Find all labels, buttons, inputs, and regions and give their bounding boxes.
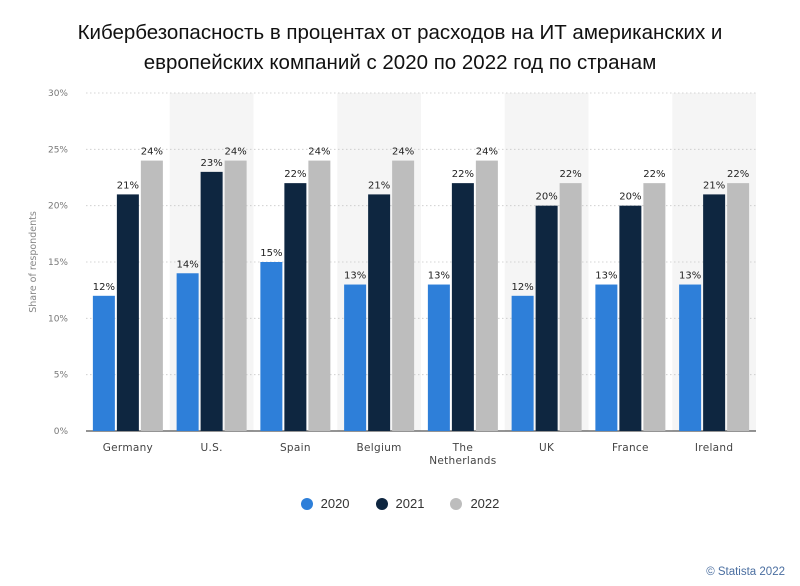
legend-label-2021: 2021 — [395, 496, 425, 511]
data-label-2022: 24% — [308, 147, 330, 158]
data-label-2022: 24% — [476, 147, 498, 158]
data-label-2020: 14% — [177, 259, 199, 270]
data-label-2021: 23% — [201, 158, 223, 169]
category-label: France — [612, 442, 649, 454]
y-tick-label: 30% — [48, 89, 68, 99]
bar-2022 — [224, 160, 247, 431]
data-label-2021: 20% — [536, 192, 558, 203]
bar-2020 — [176, 273, 199, 431]
bar-2020 — [260, 262, 283, 431]
category-label: Belgium — [357, 442, 402, 454]
bar-2021 — [200, 171, 223, 431]
data-label-2022: 24% — [141, 147, 163, 158]
y-axis-ticks: 0% 5% 10% 15% 20% 25% 30% — [48, 89, 68, 437]
y-tick-label: 25% — [48, 145, 68, 155]
y-tick-label: 5% — [54, 371, 69, 381]
bars — [92, 160, 750, 431]
legend-label-2020: 2020 — [320, 496, 350, 511]
data-label-2021: 21% — [117, 180, 139, 191]
data-label-2020: 13% — [344, 271, 366, 282]
bar-2020 — [92, 295, 115, 431]
category-label: Germany — [103, 442, 153, 454]
bar-2022 — [308, 160, 331, 431]
bar-2022 — [643, 183, 666, 431]
y-tick-label: 10% — [48, 314, 68, 324]
data-label-2020: 13% — [428, 271, 450, 282]
legend-swatch-2021 — [375, 497, 388, 510]
data-label-2020: 13% — [679, 271, 701, 282]
bar-2022 — [475, 160, 498, 431]
category-label: U.S. — [201, 442, 223, 454]
data-label-2022: 22% — [643, 169, 665, 180]
category-label: Ireland — [695, 442, 733, 454]
data-label-2020: 12% — [93, 282, 115, 293]
y-axis-title: Share of respondents — [28, 211, 39, 313]
bar-2021 — [535, 205, 558, 431]
bar-2020 — [595, 284, 618, 431]
bar-2021 — [368, 194, 391, 431]
data-label-2020: 13% — [595, 271, 617, 282]
legend-item-2022[interactable]: 2022 — [450, 496, 499, 511]
legend-item-2020[interactable]: 2020 — [300, 496, 350, 511]
y-tick-label: 0% — [54, 427, 69, 437]
source-credit[interactable]: © Statista 2022 — [706, 566, 785, 578]
bar-2022 — [392, 160, 415, 431]
bar-2022 — [140, 160, 163, 431]
bar-2021 — [619, 205, 642, 431]
bar-2022 — [727, 183, 750, 431]
data-label-2022: 22% — [727, 169, 749, 180]
bar-2020 — [511, 295, 534, 431]
y-tick-label: 20% — [48, 202, 68, 212]
bar-2021 — [451, 183, 474, 431]
category-label: The — [452, 442, 473, 454]
category-label: Netherlands — [429, 455, 496, 467]
data-label-2020: 12% — [512, 282, 534, 293]
bar-2021 — [116, 194, 139, 431]
legend-swatch-2020 — [300, 497, 313, 510]
bar-2020 — [427, 284, 450, 431]
legend-swatch-2022 — [450, 497, 463, 510]
bar-2022 — [559, 183, 582, 431]
legend-label-2022: 2022 — [470, 496, 500, 511]
data-label-2021: 22% — [284, 169, 306, 180]
bar-2021 — [284, 183, 307, 431]
chart-title: Кибербезопасность в процентах от расходо… — [77, 21, 723, 74]
category-label: UK — [539, 442, 555, 454]
data-label-2020: 15% — [260, 248, 282, 259]
data-labels: 12%21%24%14%23%24%15%22%24%13%21%24%13%2… — [93, 147, 749, 293]
data-label-2022: 22% — [560, 169, 582, 180]
bar-2020 — [344, 284, 367, 431]
bar-2020 — [679, 284, 702, 431]
data-label-2021: 20% — [619, 192, 641, 203]
data-label-2021: 22% — [452, 169, 474, 180]
data-label-2022: 24% — [225, 147, 247, 158]
y-tick-label: 15% — [48, 258, 68, 268]
legend: 2020 2021 2022 — [0, 496, 800, 511]
data-label-2022: 24% — [392, 147, 414, 158]
data-label-2021: 21% — [703, 180, 725, 191]
data-label-2021: 21% — [368, 180, 390, 191]
bar-2021 — [703, 194, 726, 431]
category-label: Spain — [280, 442, 311, 454]
legend-item-2021[interactable]: 2021 — [375, 496, 425, 511]
